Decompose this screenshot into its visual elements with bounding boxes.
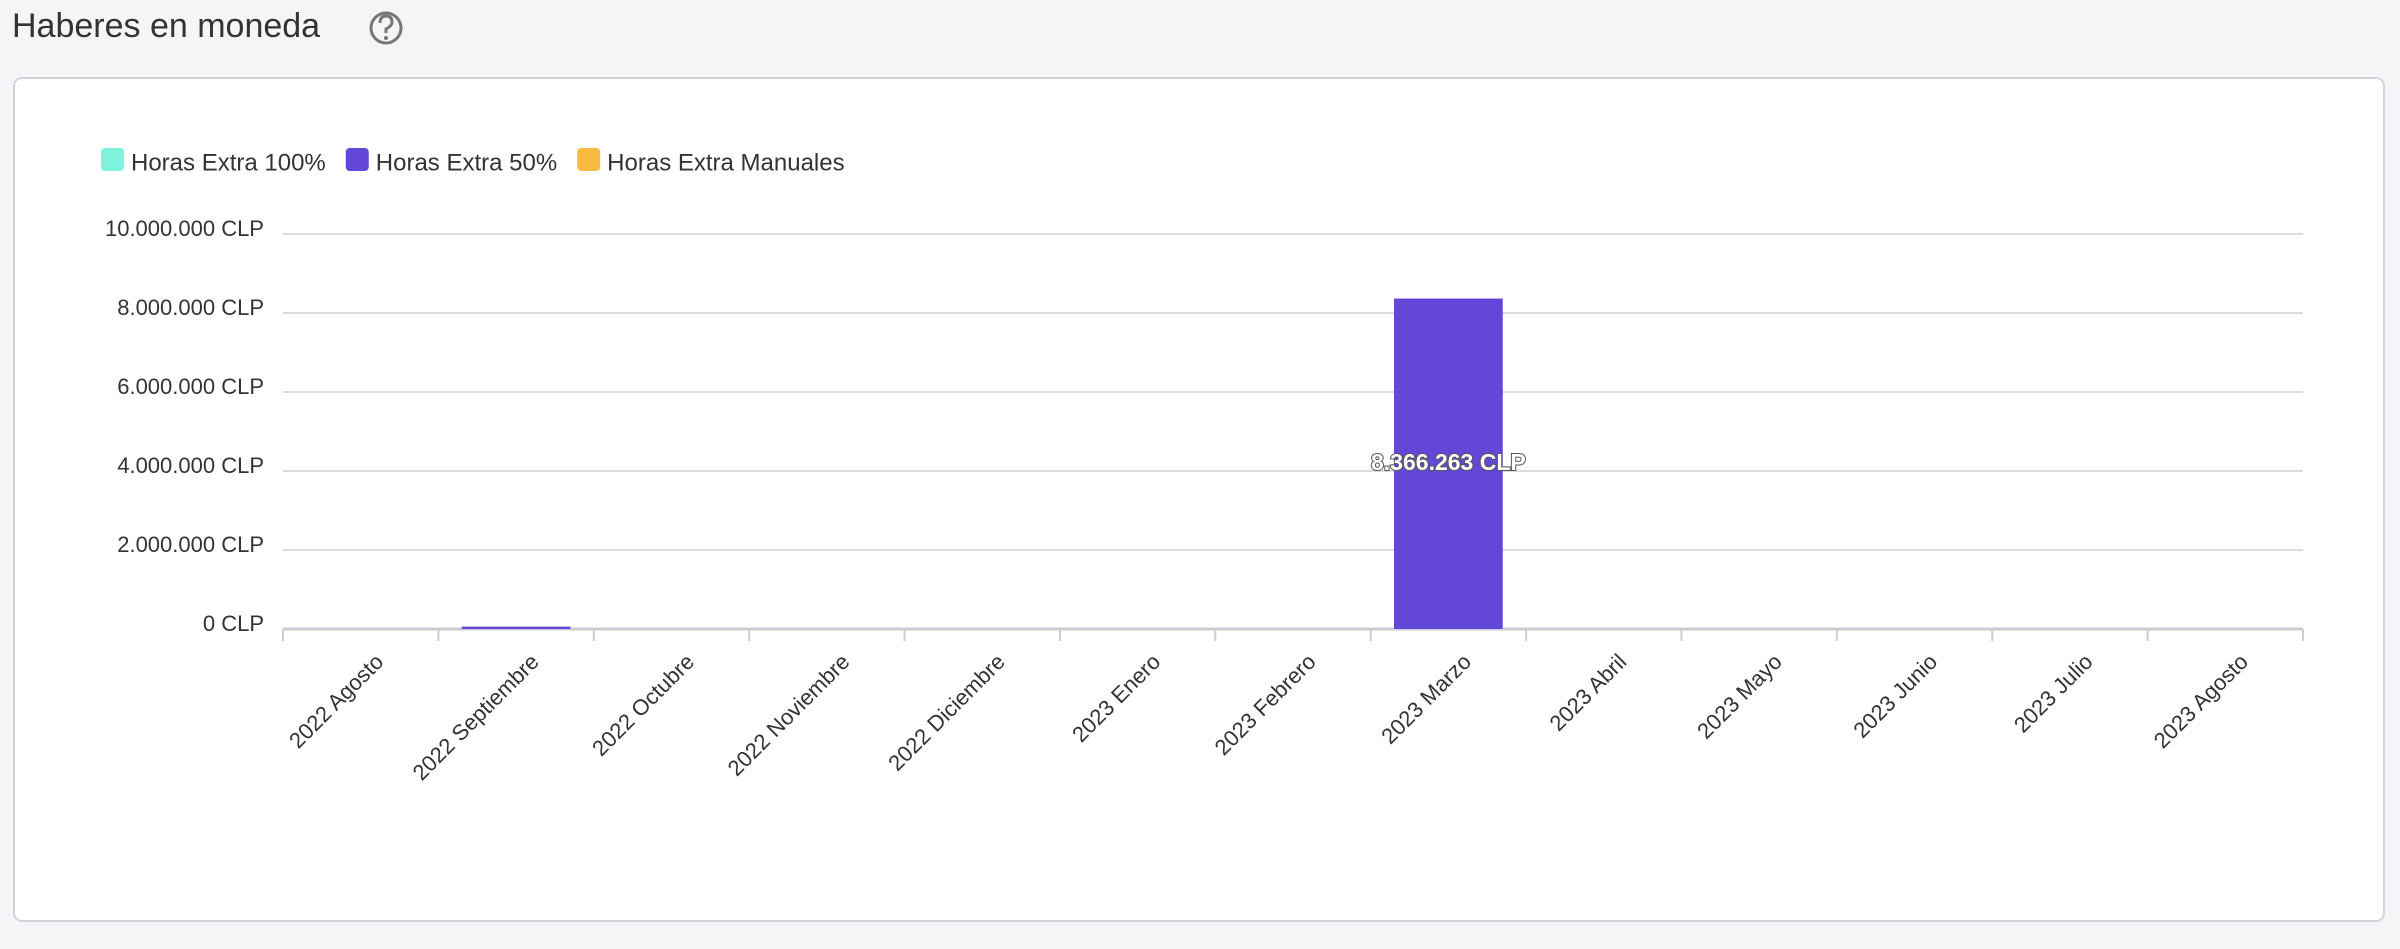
y-tick-label: 6.000.000 CLP <box>117 374 264 399</box>
bar <box>1394 298 1503 629</box>
data-label: 8.366.263 CLP <box>1371 449 1526 475</box>
help-circle[interactable] <box>369 11 403 45</box>
legend-swatch <box>577 148 601 171</box>
page-title: Haberes en moneda <box>12 7 320 45</box>
legend-label: Horas Extra 100% <box>131 149 326 176</box>
legend-swatch <box>345 148 369 171</box>
help-dot[interactable] <box>384 36 388 40</box>
y-tick-label: 8.000.000 CLP <box>117 295 264 320</box>
legend-label: Horas Extra Manuales <box>607 149 844 176</box>
y-tick-label: 2.000.000 CLP <box>117 532 264 557</box>
bar <box>461 626 571 629</box>
legend-label: Horas Extra 50% <box>376 149 557 176</box>
help-glyph[interactable] <box>378 14 394 33</box>
y-tick-label: 0 CLP <box>203 611 264 636</box>
help-icon[interactable] <box>369 11 403 45</box>
y-tick-label: 4.000.000 CLP <box>117 453 264 478</box>
card <box>13 77 2385 922</box>
y-tick-label: 10.000.000 CLP <box>105 216 264 241</box>
legend-swatch <box>101 148 124 171</box>
